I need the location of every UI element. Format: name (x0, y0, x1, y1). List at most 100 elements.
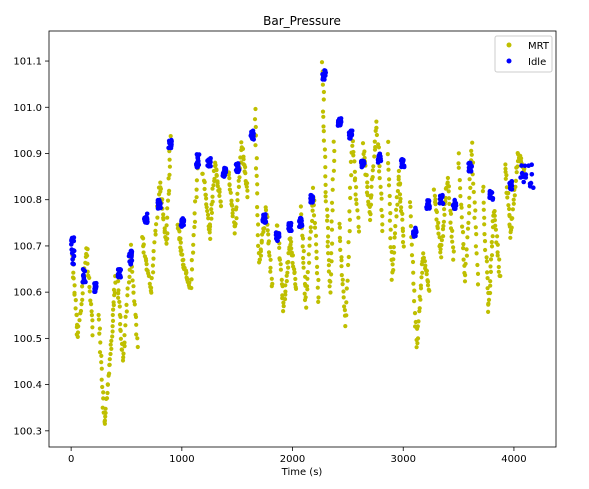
mrt-point (88, 298, 93, 303)
mrt-point (269, 284, 274, 289)
mrt-point (462, 279, 468, 284)
mrt-point (99, 377, 104, 382)
mrt-point (351, 149, 356, 155)
mrt-point (510, 216, 515, 221)
mrt-point (461, 246, 466, 251)
mrt-point (495, 234, 500, 239)
mrt-point (206, 216, 211, 221)
mrt-point (467, 195, 472, 200)
mrt-point (473, 225, 478, 230)
mrt-point (460, 230, 466, 235)
mrt-point (154, 222, 159, 227)
mrt-point (286, 259, 291, 265)
mrt-point (434, 217, 439, 222)
mrt-point (326, 234, 331, 239)
idle-point (413, 226, 418, 232)
mrt-point (141, 250, 146, 255)
mrt-point (347, 217, 352, 222)
mrt-point (80, 297, 85, 302)
mrt-point (464, 253, 469, 258)
mrt-point (110, 318, 116, 323)
mrt-point (492, 213, 497, 218)
mrt-point (431, 187, 436, 192)
mrt-point (515, 164, 520, 169)
idle-point (236, 169, 241, 175)
mrt-point (326, 269, 331, 274)
mrt-point (300, 244, 305, 249)
legend-label-mrt: MRT (528, 41, 550, 52)
mrt-point (391, 245, 396, 250)
mrt-point (397, 192, 403, 197)
mrt-point (505, 195, 510, 200)
mrt-point (370, 175, 375, 180)
idle-point (276, 232, 282, 238)
mrt-point (98, 340, 103, 345)
mrt-point (236, 184, 241, 189)
mrt-point (127, 274, 132, 279)
mrt-point (262, 226, 267, 231)
mrt-point (101, 390, 106, 395)
mrt-point (239, 140, 244, 145)
mrt-point (200, 171, 205, 176)
mrt-point (130, 278, 135, 283)
mrt-point (149, 276, 154, 281)
mrt-point (209, 216, 214, 221)
y-tick-label: 101.1 (13, 57, 42, 68)
mrt-point (354, 201, 359, 206)
mrt-point (329, 219, 334, 224)
mrt-point (151, 249, 156, 254)
mrt-point (279, 277, 284, 282)
mrt-point (111, 307, 116, 312)
mrt-point (110, 312, 115, 318)
mrt-point (504, 173, 509, 178)
mrt-point (283, 292, 288, 297)
mrt-point (102, 418, 107, 423)
mrt-point (240, 146, 246, 151)
idle-point (348, 130, 354, 135)
mrt-point (514, 170, 519, 175)
mrt-point (467, 211, 472, 216)
mrt-point (165, 231, 170, 236)
idle-point (531, 185, 536, 190)
mrt-point (345, 278, 350, 283)
mrt-point (475, 262, 480, 268)
mrt-point (134, 332, 139, 337)
mrt-point (184, 270, 189, 275)
y-tick-label: 101.0 (13, 103, 42, 114)
mrt-point (443, 195, 448, 201)
idle-point (487, 195, 492, 201)
mrt-point (205, 208, 210, 214)
mrt-point (408, 214, 413, 219)
mrt-point (346, 240, 351, 245)
mrt-point (194, 187, 199, 192)
mrt-point (379, 196, 384, 201)
mrt-point (116, 295, 121, 300)
mrt-point (258, 253, 264, 258)
mrt-point (210, 194, 215, 199)
idle-point (195, 156, 201, 161)
mrt-point (78, 308, 84, 314)
mrt-point (117, 304, 122, 309)
mrt-point (401, 244, 406, 249)
mrt-series (70, 60, 527, 426)
mrt-point (227, 187, 232, 192)
mrt-point (89, 302, 94, 307)
mrt-point (344, 286, 349, 291)
mrt-point (263, 205, 268, 210)
mrt-point (233, 221, 238, 226)
mrt-point (329, 227, 335, 232)
mrt-point (420, 270, 425, 275)
mrt-point (451, 257, 456, 262)
mrt-point (484, 259, 489, 264)
mrt-point (368, 202, 374, 207)
mrt-point (407, 200, 413, 205)
mrt-point (388, 227, 393, 232)
idle-point (71, 248, 77, 254)
mrt-point (74, 312, 79, 318)
mrt-point (415, 324, 420, 329)
mrt-point (165, 198, 171, 203)
mrt-point (192, 211, 197, 216)
mrt-point (321, 124, 326, 129)
mrt-point (456, 151, 461, 156)
mrt-point (470, 140, 475, 145)
